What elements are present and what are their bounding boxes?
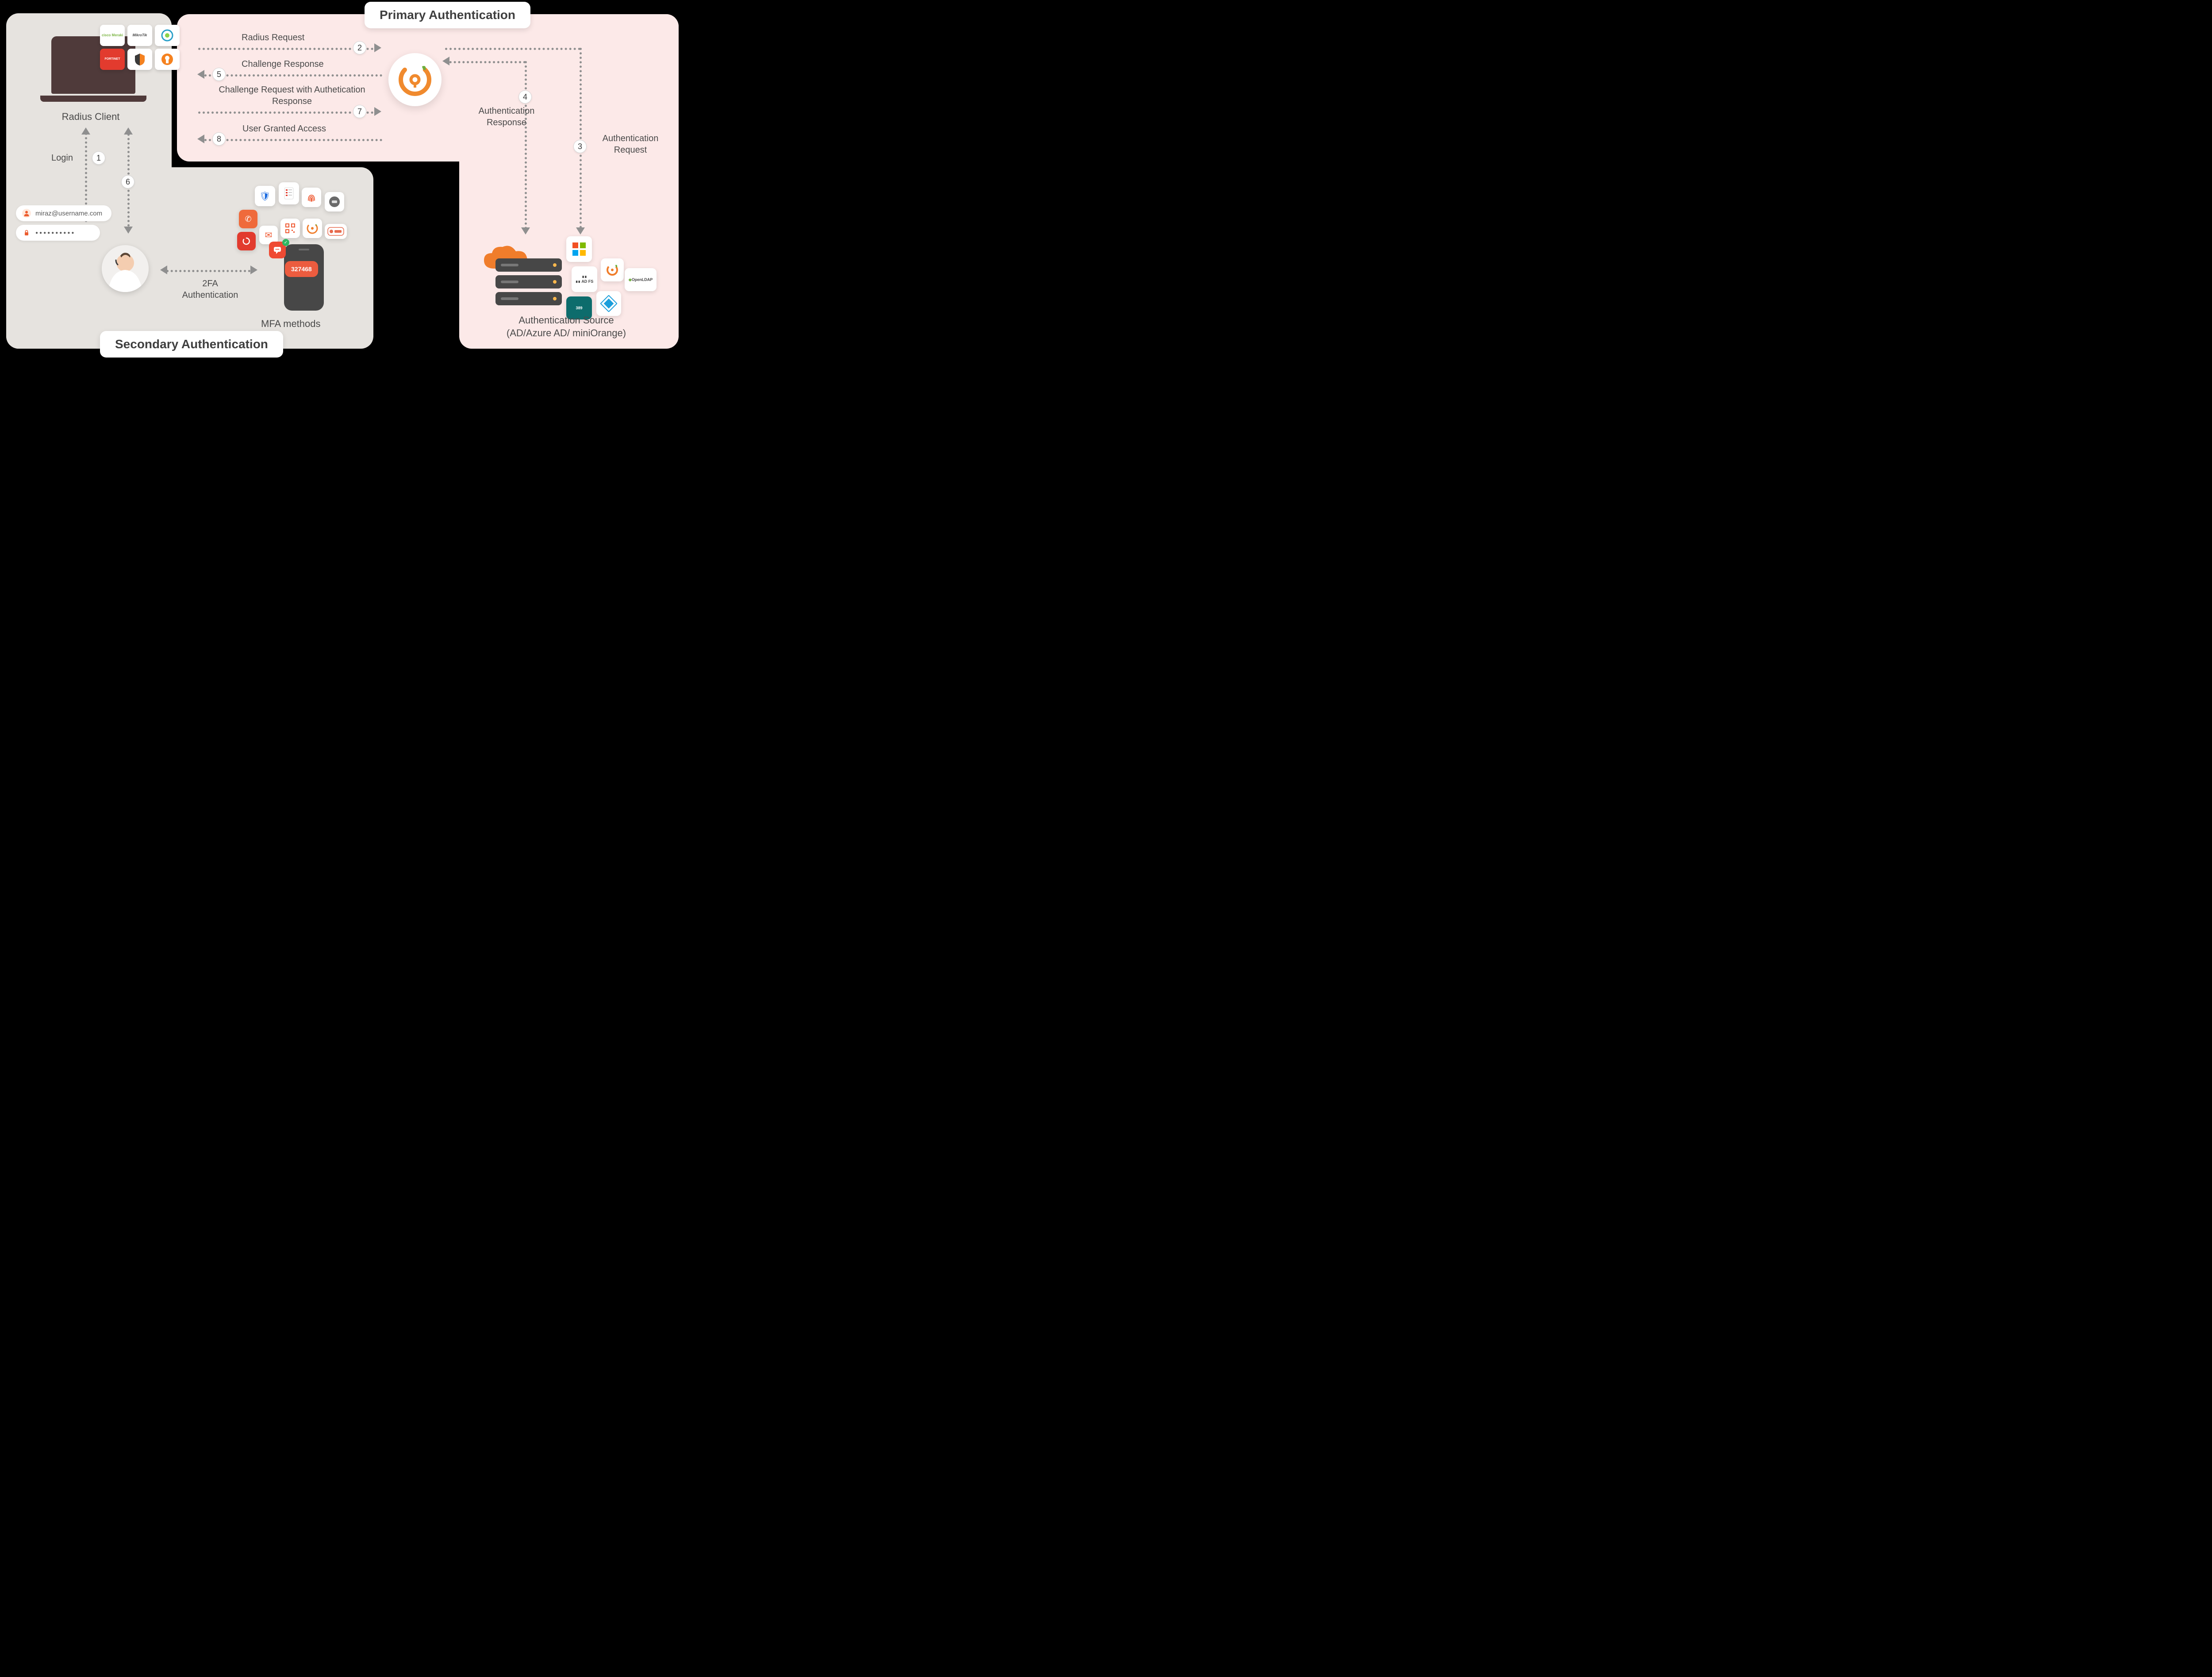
arrow4-head [442,57,449,65]
auth-source-label: Authentication Source(AD/Azure AD/ miniO… [478,314,655,339]
arrow4-v [525,61,527,229]
auth-source-tiles: ∎∎∎∎ AD FS 389 ◆OpenLDAP [566,236,668,320]
arrow5-line [204,74,382,77]
vendor-tile-cisco-anyconnect [155,25,180,46]
arrow3-head [576,227,585,235]
tile-openldap: ◆OpenLDAP [625,268,657,291]
tile-windows [566,236,592,262]
tile-miniorange [601,258,624,281]
flow2-label: Radius Request [242,32,304,43]
step-7: 7 [353,105,366,118]
step-6: 6 [121,175,134,188]
arrow7-head [374,107,381,116]
vendor-tile-openvpn [155,49,180,70]
vendor-tile-mikrotik: MikroTik [127,25,152,46]
flow8-label: User Granted Access [242,123,326,135]
mfa-tile-qr [280,219,300,238]
mfa-tile-shield: 🛡 [255,186,275,206]
flow5-label: Challenge Response [242,58,324,70]
mfa-tile-hwtoken [325,192,344,212]
username-pill: miraz@username.com [16,205,111,221]
tile-adfs: ∎∎∎∎ AD FS [572,266,597,292]
arrow-2fa-right [250,265,257,274]
user-avatar [102,245,149,292]
step-4: 4 [518,90,532,104]
mfa-tile-phone: ✆ [239,210,257,228]
step-1: 1 [92,151,105,165]
secondary-auth-title: Secondary Authentication [100,331,283,358]
mfa-tile-authy [237,232,256,250]
arrow8-line [204,139,382,141]
flow7-label: Challenge Request with AutheticationResp… [208,84,376,107]
server-stack [495,258,562,309]
mfa-tile-timer [303,219,322,238]
mfa-tile-otpkey [325,224,347,239]
miniorange-logo [388,53,442,106]
username-text: miraz@username.com [35,210,102,217]
arrow-step1-head [81,127,90,135]
mfa-tile-cluster: ✆ 🛡 ✉ [232,186,360,252]
flow4-label: AuthenticationResponse [469,105,544,128]
primary-auth-title: Primary Authentication [365,2,530,28]
server-unit-2 [495,275,562,288]
step-8: 8 [212,132,226,146]
vendor-tile-fortinet: FORTINET [100,49,125,70]
arrow3-h [445,48,580,50]
mfa-tile-fingerprint [302,188,321,207]
mfa-tile-list [279,182,299,204]
server-unit-1 [495,258,562,272]
vendor-tile-sonicwall [127,49,152,70]
arrow-2fa-line [166,270,250,272]
arrow2-line [198,48,373,50]
arrow4-down-head [521,227,530,235]
password-dots: ●●●●●●●●●● [35,231,75,235]
server-unit-3 [495,292,562,305]
arrow4-h [445,61,526,63]
arrow2-head [374,43,381,52]
flow3-label: AuthenticationRequest [593,133,668,156]
arrow8-head [197,135,204,143]
mfa-phone [284,244,324,311]
radius-client-label: Radius Client [53,111,128,123]
arrow5-head [197,70,204,79]
vendor-tile-cisco-meraki: cisco Meraki [100,25,125,46]
login-label: Login [51,152,73,164]
mfa-methods-label: MFA methods [261,318,321,331]
otp-bubble: 327468 [285,261,318,277]
step-2: 2 [353,41,366,54]
lock-icon [22,228,31,237]
vendor-tile-grid: cisco Meraki MikroTik FORTINET [100,25,180,70]
check-icon: ✓ [282,239,289,246]
arrow-step6-head-up [124,127,133,135]
password-pill: ●●●●●●●●●● [16,225,100,241]
arrow-step6-head-down [124,227,133,234]
arrow-2fa-left [160,265,167,274]
user-icon [22,209,31,218]
step-3: 3 [573,140,587,153]
tile-azure-ad [596,291,621,316]
two-fa-label: 2FA Authentication [177,278,243,301]
arrow7-line [198,112,373,114]
arrow3-v [580,48,582,228]
step-5: 5 [212,68,226,81]
